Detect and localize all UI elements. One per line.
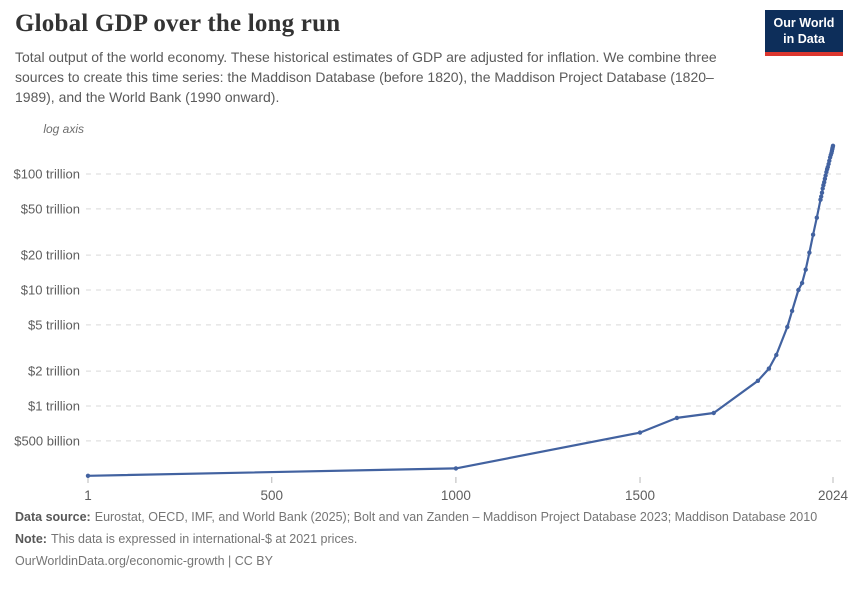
data-point-marker [785,324,790,330]
data-point-marker [820,186,825,191]
note-line: Note: This data is expressed in internati… [15,531,835,549]
data-point-marker [674,415,680,421]
note-text: This data is expressed in international-… [50,531,358,546]
x-axis-tick-label: 500 [260,488,283,503]
data-source-label: Data source: [15,510,91,524]
data-source-line: Data source: Eurostat, OECD, IMF, and Wor… [15,509,835,527]
x-axis-tick-label: 2024 [818,488,849,503]
data-point-marker [822,180,827,185]
y-axis-tick-label: $100 trillion [14,167,81,182]
data-point-marker [637,430,643,435]
data-point-marker [823,173,828,178]
data-point-marker [814,215,819,220]
y-axis-tick-label: $500 billion [14,433,80,448]
chart-footer: Data source: Eurostat, OECD, IMF, and Wor… [15,509,835,574]
world-gdp-line [86,144,835,477]
data-point-marker [819,194,824,199]
x-axis-tick-label: 1 [84,488,92,503]
permalink-line: OurWorldinData.org/economic-growth | CC … [15,553,273,568]
data-point-marker [796,287,801,293]
data-point-marker [789,308,795,314]
data-point-marker [799,280,805,286]
data-point-marker [810,232,816,237]
note-label: Note: [15,531,47,546]
y-axis-tick-label: $5 trillion [28,317,80,332]
data-point-marker [85,473,91,478]
chart-subtitle: Total output of the world economy. These… [15,49,717,106]
data-point-marker [774,352,779,358]
data-point-marker [807,250,812,255]
x-axis-tick-label: 1000 [441,488,471,503]
y-axis-tick-label: $10 trillion [21,283,80,298]
data-point-marker [822,176,828,181]
data-point-marker [803,267,808,272]
data-point-marker [766,366,772,371]
chart-header: Global GDP over the long run Total outpu… [15,10,760,107]
data-point-marker [755,378,761,383]
page-title: Global GDP over the long run [15,10,341,37]
data-point-marker [819,190,825,195]
data-point-marker [711,410,716,416]
y-axis-tick-label: $1 trillion [28,399,80,414]
y-axis-tick-label: $50 trillion [21,201,80,216]
y-axis-tick-label: $20 trillion [21,248,80,263]
data-point-marker [827,158,832,163]
owid-logo: Our World in Data [765,10,843,56]
y-axis-tick-label: $2 trillion [28,364,80,379]
x-axis-tick-label: 1500 [625,488,655,503]
log-axis-note: log axis [43,122,84,136]
data-point-marker [453,466,459,471]
owid-logo-line1: Our World [773,16,835,30]
owid-logo-line2: in Data [783,32,825,47]
data-source-text: Eurostat, OECD, IMF, and World Bank (202… [94,510,818,524]
data-point-marker [830,143,836,148]
